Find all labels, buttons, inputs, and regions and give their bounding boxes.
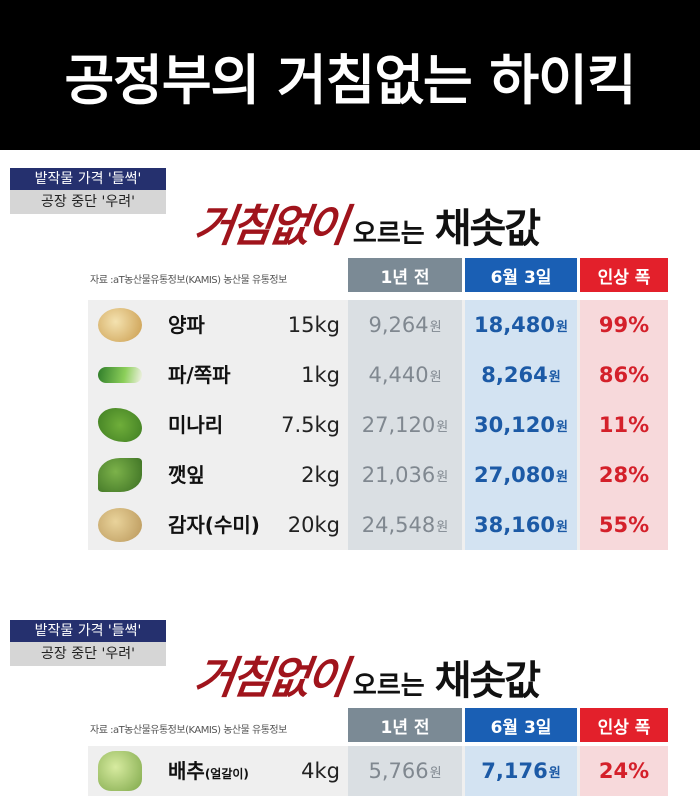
price-june-3: 38,160 원 xyxy=(465,500,577,550)
price-prev-year: 21,036 원 xyxy=(348,450,462,500)
price-value: 21,036 xyxy=(361,463,436,487)
increase-rate: 28% xyxy=(580,450,668,500)
header-prev-year: 1년 전 xyxy=(348,258,462,292)
currency-unit: 원 xyxy=(556,519,568,535)
currency-unit: 원 xyxy=(556,419,568,435)
item-name-sub: (얼갈이) xyxy=(204,767,249,781)
table-row: 깻잎 2kg 21,036 원 27,080 원 28% xyxy=(88,450,668,500)
item-weight: 1kg xyxy=(301,363,340,387)
item-name: 감자(수미) xyxy=(168,500,260,550)
onion-icon xyxy=(98,308,142,342)
source-note: 자료 :aT농산물유통정보(KAMIS) 농산물 유통정보 xyxy=(90,725,287,736)
table-row: 배추(얼갈이) 4kg 5,766 원 7,176 원 24% xyxy=(88,746,668,796)
item-name: 미나리 xyxy=(168,400,223,450)
currency-unit: 원 xyxy=(548,765,561,781)
price-value: 7,176 xyxy=(481,759,548,783)
item-name-text: 미나리 xyxy=(168,413,224,437)
increase-rate: 86% xyxy=(580,350,668,400)
price-prev-year: 27,120 원 xyxy=(348,400,462,450)
title-part-1: 거침없이 xyxy=(190,653,348,704)
price-panel-2: 밭작물 가격 '들썩' 공장 중단 '우려' 거침없이 오르는 채솟값 자료 :… xyxy=(0,620,700,800)
price-june-3: 7,176 원 xyxy=(465,746,577,796)
item-name-text: 배추 xyxy=(168,759,205,783)
price-june-3: 8,264 원 xyxy=(465,350,577,400)
item-name-text: 파/쪽파 xyxy=(168,363,231,387)
price-value: 24,548 xyxy=(361,513,436,537)
currency-unit: 원 xyxy=(556,469,568,485)
increase-rate: 24% xyxy=(580,746,668,796)
price-value: 4,440 xyxy=(368,363,429,387)
price-june-3: 27,080 원 xyxy=(465,450,577,500)
price-prev-year: 24,548 원 xyxy=(348,500,462,550)
source-note: 자료 :aT농산물유통정보(KAMIS) 농산물 유통정보 xyxy=(90,275,287,286)
price-panel-1: 밭작물 가격 '들썩' 공장 중단 '우려' 거침없이 오르는 채솟값 자료 :… xyxy=(0,168,700,558)
currency-unit: 원 xyxy=(436,419,449,435)
green-onion-icon xyxy=(98,367,142,383)
price-value: 38,160 xyxy=(473,513,556,537)
price-value: 5,766 xyxy=(368,759,429,783)
table-row: 파/쪽파 1kg 4,440 원 8,264 원 86% xyxy=(88,350,668,400)
increase-rate: 11% xyxy=(580,400,668,450)
item-weight: 2kg xyxy=(301,463,340,487)
price-june-3: 30,120 원 xyxy=(465,400,577,450)
title-part-1: 거침없이 xyxy=(190,201,348,252)
badge-line-1: 밭작물 가격 '들썩' xyxy=(10,168,166,190)
price-value: 18,480 xyxy=(473,313,556,337)
title-part-3: 채솟값 xyxy=(434,658,541,704)
header-increase: 인상 폭 xyxy=(580,258,668,292)
price-prev-year: 4,440 원 xyxy=(348,350,462,400)
item-name: 배추(얼갈이) xyxy=(168,746,249,796)
currency-unit: 원 xyxy=(556,319,568,335)
item-name: 양파 xyxy=(168,300,205,350)
panel-title: 거침없이 오르는 채솟값 xyxy=(191,190,541,254)
currency-unit: 원 xyxy=(436,469,449,485)
item-weight: 7.5kg xyxy=(281,413,340,437)
badge-line-2: 공장 중단 '우려' xyxy=(10,190,166,214)
item-name-text: 감자(수미) xyxy=(168,513,260,537)
price-prev-year: 9,264 원 xyxy=(348,300,462,350)
currency-unit: 원 xyxy=(429,765,442,781)
news-badge: 밭작물 가격 '들썩' 공장 중단 '우려' xyxy=(10,620,166,666)
badge-line-2: 공장 중단 '우려' xyxy=(10,642,166,666)
currency-unit: 원 xyxy=(548,369,561,385)
table-row: 양파 15kg 9,264 원 18,480 원 99% xyxy=(88,300,668,350)
cabbage-icon xyxy=(98,751,142,791)
price-value: 9,264 xyxy=(368,313,429,337)
price-value: 30,120 xyxy=(473,413,556,437)
header-june-3: 6월 3일 xyxy=(465,708,577,742)
price-value: 8,264 xyxy=(481,363,548,387)
headline: 공정부의 거침없는 하이킥 xyxy=(64,48,636,112)
increase-rate: 99% xyxy=(580,300,668,350)
price-value: 27,080 xyxy=(473,463,556,487)
news-badge: 밭작물 가격 '들썩' 공장 중단 '우려' xyxy=(10,168,166,214)
headline-bar: 공정부의 거침없는 하이킥 xyxy=(0,0,700,150)
item-name: 파/쪽파 xyxy=(168,350,231,400)
item-weight: 4kg xyxy=(301,759,340,783)
badge-line-1: 밭작물 가격 '들썩' xyxy=(10,620,166,642)
panel-title: 거침없이 오르는 채솟값 xyxy=(191,642,541,706)
increase-rate: 55% xyxy=(580,500,668,550)
table-row: 미나리 7.5kg 27,120 원 30,120 원 11% xyxy=(88,400,668,450)
table-row: 감자(수미) 20kg 24,548 원 38,160 원 55% xyxy=(88,500,668,550)
potato-icon xyxy=(98,508,142,542)
header-june-3: 6월 3일 xyxy=(465,258,577,292)
item-weight: 20kg xyxy=(287,513,340,537)
currency-unit: 원 xyxy=(436,519,449,535)
price-value: 27,120 xyxy=(361,413,436,437)
price-june-3: 18,480 원 xyxy=(465,300,577,350)
price-prev-year: 5,766 원 xyxy=(348,746,462,796)
title-part-2: 오르는 xyxy=(352,219,425,249)
title-part-3: 채솟값 xyxy=(434,206,541,252)
title-part-2: 오르는 xyxy=(352,671,425,701)
header-increase: 인상 폭 xyxy=(580,708,668,742)
currency-unit: 원 xyxy=(429,369,442,385)
water-parsley-icon xyxy=(98,408,142,442)
item-name-text: 양파 xyxy=(168,313,205,337)
header-prev-year: 1년 전 xyxy=(348,708,462,742)
currency-unit: 원 xyxy=(429,319,442,335)
item-name-text: 깻잎 xyxy=(168,463,205,487)
item-name: 깻잎 xyxy=(168,450,205,500)
item-weight: 15kg xyxy=(287,313,340,337)
perilla-leaf-icon xyxy=(98,458,142,492)
